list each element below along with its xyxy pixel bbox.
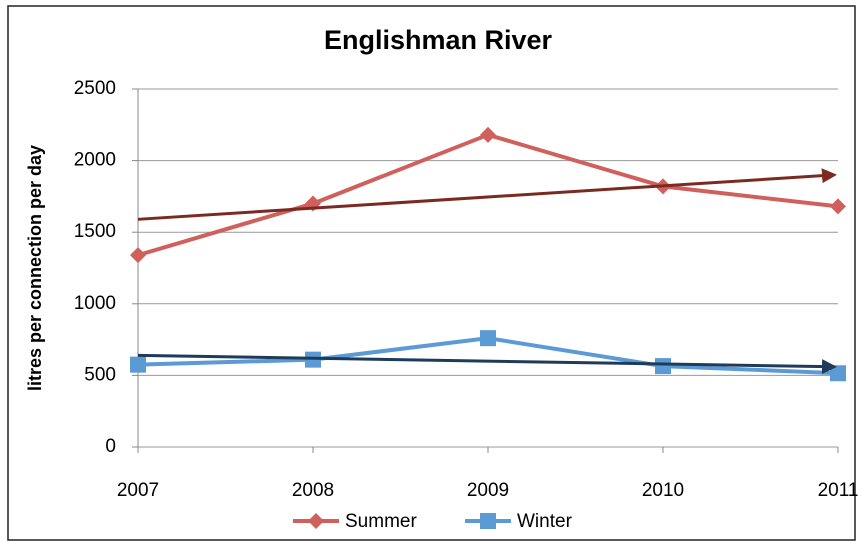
y-tick-label: 2000 bbox=[74, 150, 116, 171]
y-axis-label: litres per connection per day bbox=[25, 145, 45, 391]
chart-title: Englishman River bbox=[324, 25, 553, 55]
y-tick-label: 1000 bbox=[74, 293, 116, 314]
legend-marker bbox=[308, 513, 324, 529]
legend-marker bbox=[480, 513, 496, 529]
y-tick-label: 1500 bbox=[74, 221, 116, 242]
y-tick-label: 2500 bbox=[74, 78, 116, 99]
legend-label: Summer bbox=[345, 511, 417, 532]
point bbox=[830, 198, 846, 215]
y-tick-label: 0 bbox=[105, 436, 116, 457]
trend-arrow bbox=[137, 353, 837, 375]
series-line bbox=[137, 132, 839, 258]
point bbox=[130, 247, 146, 264]
x-tick-label: 2010 bbox=[642, 480, 684, 501]
trend-arrow bbox=[137, 168, 837, 221]
y-tick-label: 500 bbox=[84, 364, 116, 385]
x-tick-label: 2011 bbox=[818, 480, 859, 501]
frame bbox=[7, 5, 856, 541]
x-tick-label: 2008 bbox=[292, 480, 334, 501]
legend-label: Winter bbox=[517, 511, 573, 532]
x-tick-label: 2009 bbox=[467, 480, 509, 501]
point bbox=[655, 358, 671, 375]
x-tick-label: 2007 bbox=[117, 480, 159, 501]
point bbox=[480, 126, 496, 143]
point bbox=[480, 330, 496, 347]
point bbox=[130, 356, 146, 373]
